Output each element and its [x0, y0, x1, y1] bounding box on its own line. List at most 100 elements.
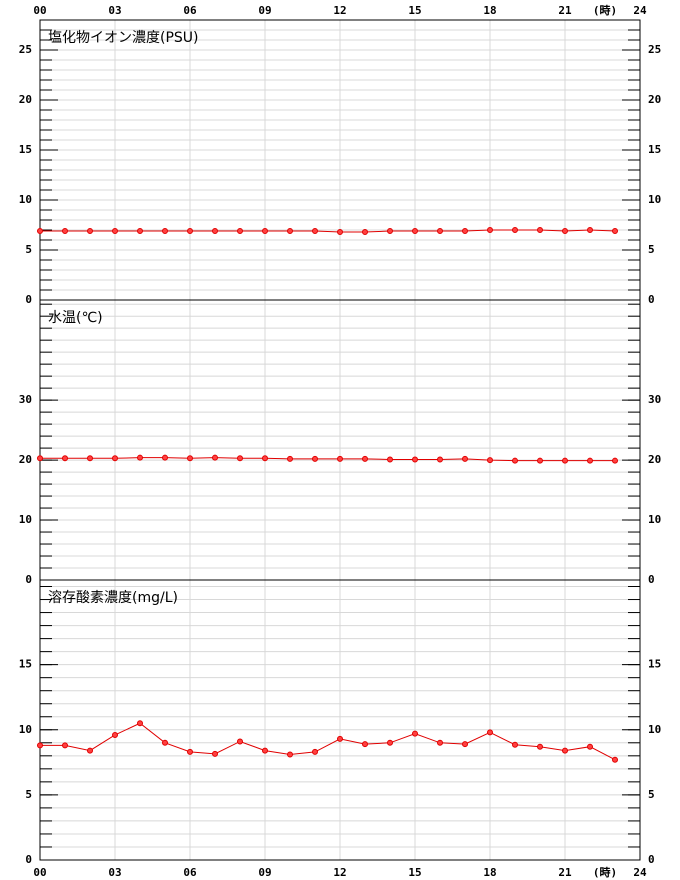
x-tick-label: 15: [408, 866, 421, 879]
x-tick-label: 03: [108, 4, 121, 17]
y-tick-label: 20: [648, 453, 661, 466]
y-tick-label: 20: [19, 93, 32, 106]
x-tick-label: 21: [558, 4, 572, 17]
x-tick-label: 21: [558, 866, 572, 879]
data-point: [487, 457, 493, 464]
data-point: [387, 228, 393, 234]
y-tick-label: 20: [648, 93, 661, 106]
x-tick-label: 00: [33, 866, 46, 879]
x-tick-label: 24: [633, 866, 647, 879]
data-point: [212, 454, 218, 461]
data-line: [40, 229, 616, 233]
y-tick-label: 5: [25, 788, 32, 801]
data-point: [562, 228, 568, 234]
y-tick-label: 10: [648, 513, 661, 526]
x-tick-label: 00: [33, 4, 46, 17]
panel-title: 水温(℃): [48, 310, 103, 326]
data-point: [587, 457, 593, 464]
data-point: [412, 228, 418, 234]
data-point: [187, 748, 193, 755]
data-point: [462, 741, 468, 748]
x-tick-label: 12: [333, 866, 346, 879]
plot-frame: [39, 579, 641, 861]
data-point: [537, 227, 543, 233]
data-point: [337, 229, 343, 235]
data-point: [312, 748, 318, 755]
data-point: [337, 455, 343, 462]
x-unit-label: (時): [593, 865, 617, 879]
y-tick-label: 15: [19, 658, 32, 671]
data-point: [612, 756, 618, 763]
data-point: [512, 457, 518, 464]
data-point: [87, 747, 93, 754]
data-point: [387, 739, 393, 746]
data-point: [487, 729, 493, 736]
data-point: [512, 227, 518, 233]
x-tick-label: 18: [483, 866, 496, 879]
data-point: [237, 228, 243, 234]
data-point: [612, 457, 618, 464]
x-tick-label: 09: [258, 4, 271, 17]
data-point: [162, 454, 168, 461]
y-tick-label: 10: [19, 723, 32, 736]
data-point: [337, 735, 343, 742]
x-tick-label: 24: [633, 4, 647, 17]
data-point: [387, 456, 393, 463]
data-point: [437, 228, 443, 234]
panel-title: 溶存酸素濃度(mg/L): [48, 590, 178, 606]
data-point: [587, 743, 593, 750]
y-tick-label: 5: [648, 243, 655, 256]
data-point: [362, 741, 368, 748]
data-point: [62, 228, 68, 234]
data-point: [562, 747, 568, 754]
data-point: [512, 741, 518, 748]
data-point: [87, 228, 93, 234]
data-point: [262, 228, 268, 234]
data-point: [312, 455, 318, 462]
data-point: [537, 457, 543, 464]
y-tick-label: 0: [25, 573, 32, 586]
y-tick-label: 0: [25, 293, 32, 306]
data-point: [37, 228, 43, 234]
data-point: [87, 455, 93, 462]
data-point: [112, 455, 118, 462]
y-tick-label: 5: [25, 243, 32, 256]
data-point: [62, 455, 68, 462]
x-tick-label: 09: [258, 866, 271, 879]
x-tick-label: 18: [483, 4, 496, 17]
data-point: [462, 228, 468, 234]
x-tick-label: 12: [333, 4, 346, 17]
data-point: [287, 228, 293, 234]
y-tick-label: 0: [648, 293, 655, 306]
y-tick-label: 25: [648, 43, 661, 56]
data-point: [62, 742, 68, 749]
data-point: [262, 455, 268, 462]
data-point: [237, 455, 243, 462]
data-point: [237, 738, 243, 745]
data-point: [287, 455, 293, 462]
data-line: [40, 457, 615, 462]
data-point: [187, 228, 193, 234]
x-tick-label: 03: [108, 866, 121, 879]
data-point: [212, 750, 218, 757]
y-tick-label: 20: [19, 453, 32, 466]
y-tick-label: 0: [25, 853, 32, 866]
data-point: [162, 228, 168, 234]
panel-title: 塩化物イオン濃度(PSU): [48, 30, 199, 46]
data-line: [40, 722, 616, 761]
data-point: [312, 228, 318, 234]
data-point: [362, 455, 368, 462]
data-point: [162, 739, 168, 746]
data-point: [137, 228, 143, 234]
y-tick-label: 15: [648, 658, 661, 671]
data-point: [137, 720, 143, 727]
data-point: [537, 743, 543, 750]
x-tick-label: 06: [183, 4, 197, 17]
data-point: [112, 731, 118, 738]
y-tick-label: 10: [19, 193, 32, 206]
x-tick-label: 06: [183, 866, 197, 879]
data-point: [362, 229, 368, 235]
y-tick-label: 10: [648, 193, 661, 206]
data-point: [412, 456, 418, 463]
